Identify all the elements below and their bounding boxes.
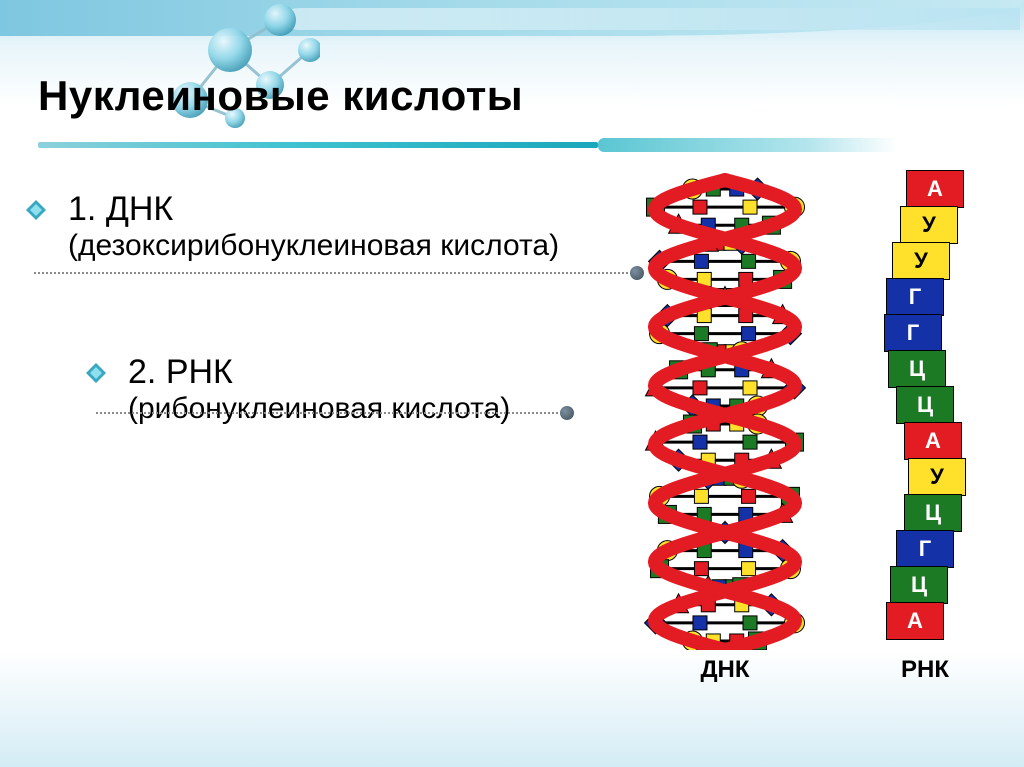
item-number: 2. (128, 353, 156, 391)
rna-base: У (900, 206, 958, 244)
rna-base: Г (886, 278, 944, 316)
rna-base: Ц (904, 494, 962, 532)
rna-base: Ц (890, 566, 948, 604)
rna-base: Г (884, 314, 942, 352)
dotted-leader-line (96, 412, 566, 414)
rna-base: Ц (896, 386, 954, 424)
item-heading: 1. ДНК (68, 190, 660, 229)
leader-end-dot (560, 406, 574, 420)
rna-diagram: АУУГГЦЦАУЦГЦА РНК (890, 170, 960, 690)
title-text: Нуклеиновые кислоты (38, 72, 678, 120)
rna-base: Ц (888, 350, 946, 388)
diamond-bullet-icon (26, 200, 46, 220)
item-fullname: (дезоксирибонуклеиновая кислота) (68, 229, 660, 263)
title-underline-tail (598, 138, 898, 152)
item-number: 1. (68, 190, 96, 228)
rna-strand: АУУГГЦЦАУЦГЦА (890, 170, 960, 640)
header-gradient-swoosh (280, 8, 1020, 30)
dna-diagram: ДНК (615, 170, 835, 690)
slide-title: Нуклеиновые кислоты (38, 72, 678, 120)
rna-base: А (886, 602, 944, 640)
dotted-leader-line (34, 272, 636, 274)
rna-base: Г (896, 530, 954, 568)
rna-base: У (892, 242, 950, 280)
dna-label: ДНК (700, 656, 749, 684)
title-underline (38, 142, 598, 148)
rna-label: РНК (901, 656, 949, 684)
dna-helix-svg (615, 170, 835, 650)
rna-base: У (908, 458, 966, 496)
item-heading: 2. РНК (128, 353, 660, 392)
content-area: 1. ДНК (дезоксирибонуклеиновая кислота) … (20, 190, 660, 516)
rna-base: А (904, 422, 962, 460)
item-abbr: РНК (166, 353, 233, 391)
item-abbr: ДНК (106, 190, 173, 228)
rna-base: А (906, 170, 964, 208)
item-fullname: (рибонуклеиновая кислота) (128, 392, 660, 426)
list-item-dna: 1. ДНК (дезоксирибонуклеиновая кислота) (20, 190, 660, 263)
diamond-bullet-icon (86, 363, 106, 383)
